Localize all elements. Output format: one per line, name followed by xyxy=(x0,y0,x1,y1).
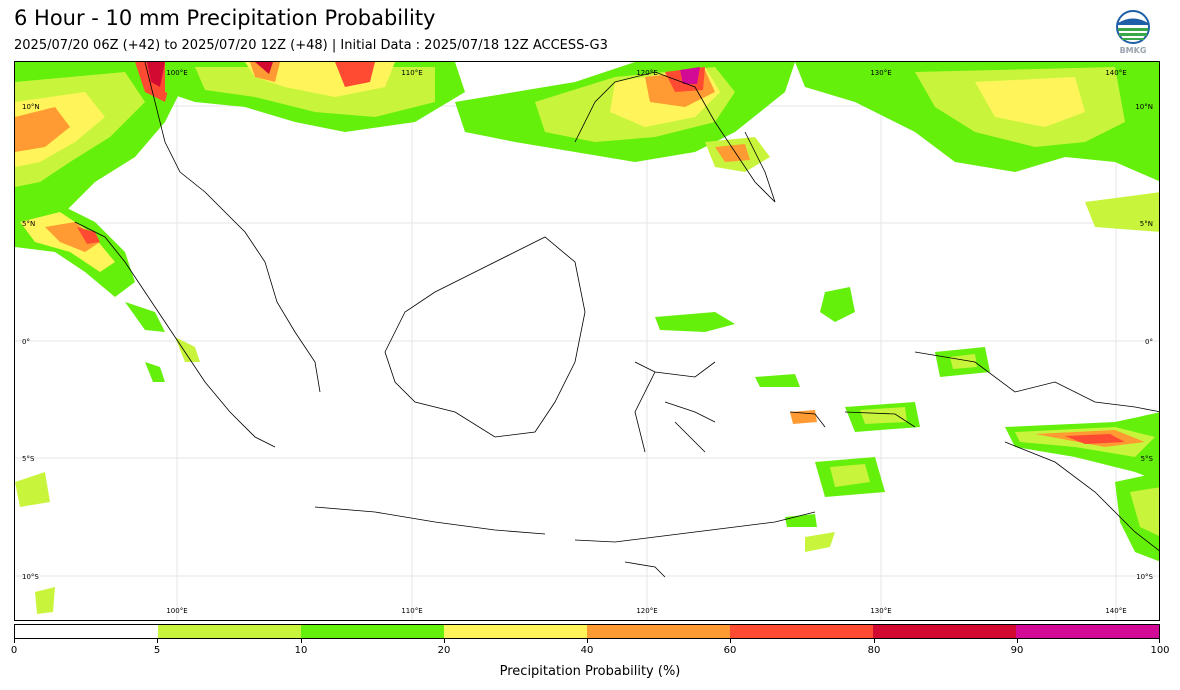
precipitation-map: 100°E 110°E 120°E 130°E 140°E 100°E 110°… xyxy=(14,61,1160,621)
lon-label: 110°E xyxy=(401,69,422,77)
colorbar-tick xyxy=(14,639,15,643)
colorbar-tick-label: 0 xyxy=(10,645,18,656)
colorbar-segment xyxy=(158,625,301,638)
colorbar-title: Precipitation Probability (%) xyxy=(499,664,681,679)
lat-label: 10°N xyxy=(22,103,40,111)
lat-label: 10°S xyxy=(1136,573,1153,581)
colorbar-tick xyxy=(587,639,588,643)
lon-label: 140°E xyxy=(1105,607,1126,615)
precipitation-field xyxy=(15,62,1159,614)
lon-labels-top: 100°E 110°E 120°E 130°E 140°E xyxy=(166,69,1126,77)
colorbar-tick-label: 60 xyxy=(723,645,737,656)
lon-label: 130°E xyxy=(870,69,891,77)
lat-label: 5°S xyxy=(22,455,35,463)
lon-label: 120°E xyxy=(636,69,657,77)
colorbar-tick-label: 5 xyxy=(153,645,161,656)
colorbar-segment xyxy=(301,625,444,638)
lon-label: 130°E xyxy=(870,607,891,615)
logo-text: BMKG xyxy=(1120,46,1147,55)
coastlines xyxy=(74,62,1159,578)
lat-label: 5°N xyxy=(22,220,35,228)
lon-label: 110°E xyxy=(401,607,422,615)
colorbar-tick-label: 10 xyxy=(294,645,308,656)
lat-labels-right: 10°N 5°N 0° 5°S 10°S xyxy=(1135,103,1153,581)
colorbar-tick-label: 40 xyxy=(580,645,594,656)
colorbar-tick xyxy=(444,639,445,643)
colorbar-tick-label: 80 xyxy=(867,645,881,656)
colorbar-tick-label: 90 xyxy=(1010,645,1024,656)
lon-label: 100°E xyxy=(166,607,187,615)
lat-label: 0° xyxy=(1145,338,1153,346)
lon-label: 100°E xyxy=(166,69,187,77)
colorbar-tick xyxy=(1017,639,1018,643)
colorbar-segment xyxy=(444,625,587,638)
bmkg-logo-icon: BMKG xyxy=(1114,10,1152,56)
colorbar xyxy=(14,624,1160,639)
lat-label: 5°S xyxy=(1141,455,1154,463)
colorbar-segment xyxy=(15,625,158,638)
colorbar-segment xyxy=(730,625,873,638)
colorbar-tick xyxy=(157,639,158,643)
colorbar-ticks: 0 5 10 20 40 60 80 90 100 xyxy=(10,639,1170,659)
colorbar-tick-label: 100 xyxy=(1150,645,1170,656)
lat-label: 5°N xyxy=(1140,220,1153,228)
colorbar-tick xyxy=(1159,639,1160,643)
map-title: 6 Hour - 10 mm Precipitation Probability xyxy=(14,6,436,30)
colorbar-tick-label: 20 xyxy=(437,645,451,656)
colorbar-segment xyxy=(873,625,1016,638)
colorbar-segment xyxy=(587,625,730,638)
map-subtitle: 2025/07/20 06Z (+42) to 2025/07/20 12Z (… xyxy=(14,38,608,53)
colorbar-segment xyxy=(1016,625,1159,638)
lat-label: 10°S xyxy=(22,573,39,581)
lon-label: 120°E xyxy=(636,607,657,615)
lat-label: 0° xyxy=(22,338,30,346)
lon-labels-bottom: 100°E 110°E 120°E 130°E 140°E xyxy=(166,607,1126,615)
lon-label: 140°E xyxy=(1105,69,1126,77)
colorbar-tick xyxy=(730,639,731,643)
colorbar-tick xyxy=(301,639,302,643)
colorbar-tick xyxy=(874,639,875,643)
lat-label: 10°N xyxy=(1135,103,1153,111)
lat-labels-left: 10°N 5°N 0° 5°S 10°S xyxy=(22,103,40,581)
